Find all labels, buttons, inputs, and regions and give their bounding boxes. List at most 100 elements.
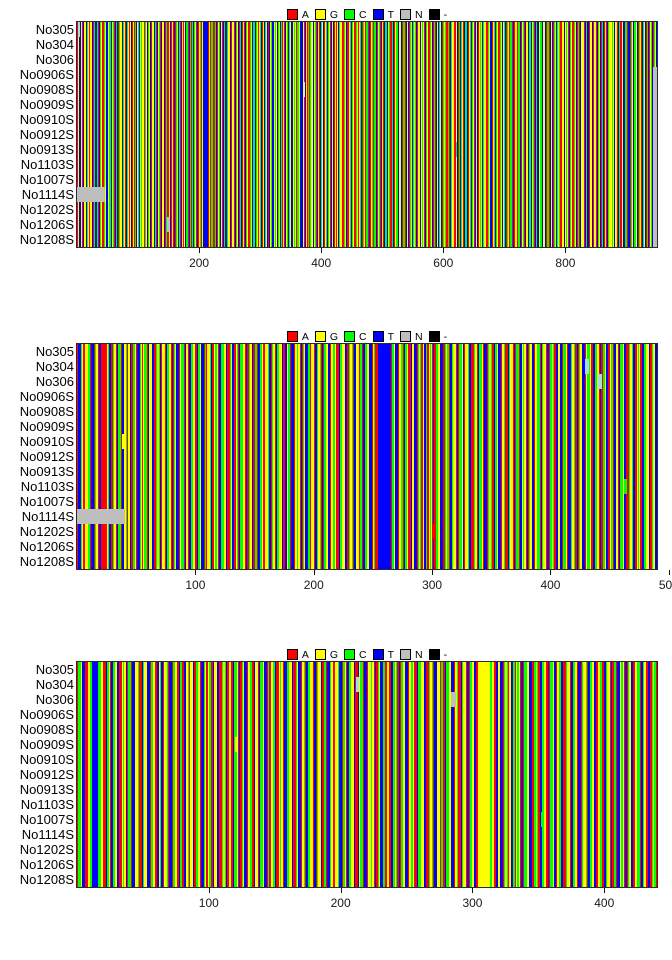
base-stripe — [106, 22, 108, 247]
base-stripe — [651, 22, 653, 247]
base-stripe — [400, 22, 402, 247]
base-stripe — [228, 22, 230, 247]
base-stripe — [417, 344, 420, 569]
base-stripe — [422, 344, 425, 569]
base-stripe — [504, 22, 506, 247]
base-stripe — [198, 344, 201, 569]
base-stripe — [456, 22, 458, 247]
base-stripe — [516, 22, 518, 247]
base-stripe — [129, 662, 132, 887]
base-stripe — [172, 344, 175, 569]
base-stripe — [618, 22, 620, 247]
base-stripe — [438, 662, 440, 887]
base-stripe — [350, 344, 352, 569]
base-stripe — [183, 662, 186, 887]
base-stripe — [472, 344, 474, 569]
base-stripe — [623, 344, 626, 569]
base-stripe — [279, 22, 281, 247]
base-stripe — [601, 22, 603, 247]
base-stripe — [177, 22, 179, 247]
base-stripe — [612, 662, 614, 887]
base-stripe — [505, 344, 508, 569]
base-stripe — [399, 662, 402, 887]
base-stripe — [147, 22, 149, 247]
base-stripe — [620, 22, 622, 247]
base-stripe — [374, 22, 376, 247]
base-stripe — [413, 662, 415, 887]
base-stripe — [456, 344, 459, 569]
base-stripe — [132, 22, 134, 247]
base-stripe — [265, 344, 267, 569]
base-stripe — [176, 22, 178, 247]
base-stripe — [613, 344, 615, 569]
base-stripe — [486, 662, 489, 887]
base-stripe — [197, 22, 199, 247]
base-stripe — [274, 344, 277, 569]
base-stripe — [546, 22, 548, 247]
base-stripe — [352, 22, 354, 247]
base-stripe — [123, 22, 125, 247]
base-stripe — [385, 22, 387, 247]
base-stripe — [580, 662, 583, 887]
base-stripe — [210, 344, 213, 569]
base-stripe — [550, 22, 552, 247]
base-stripe — [87, 22, 89, 247]
base-stripe — [557, 344, 560, 569]
base-stripe — [90, 344, 92, 569]
base-stripe — [185, 344, 188, 569]
base-stripe — [355, 662, 357, 887]
base-stripe — [539, 22, 541, 247]
base-stripe — [103, 344, 105, 569]
base-stripe — [165, 22, 167, 247]
base-stripe — [157, 344, 160, 569]
base-stripe — [245, 344, 247, 569]
base-stripe — [402, 344, 405, 569]
base-stripe — [612, 22, 614, 247]
base-stripe — [575, 22, 577, 247]
base-stripe — [582, 344, 584, 569]
legend-label: C — [359, 648, 367, 661]
legend-label: T — [387, 8, 395, 21]
base-stripe — [79, 662, 82, 887]
base-stripe — [595, 662, 597, 887]
base-stripe — [325, 344, 328, 569]
base-stripe — [268, 22, 270, 247]
base-stripe — [328, 662, 331, 887]
base-stripe — [290, 662, 293, 887]
base-stripe — [360, 22, 362, 247]
legend-swatch-c — [344, 9, 356, 20]
base-stripe — [522, 22, 524, 247]
base-stripe — [591, 344, 594, 569]
base-stripe — [236, 662, 239, 887]
base-stripe — [531, 22, 533, 247]
base-stripe — [91, 22, 93, 247]
base-stripe — [493, 662, 496, 887]
legend-label: N — [415, 330, 423, 343]
base-stripe — [608, 344, 611, 569]
base-stripe — [230, 22, 232, 247]
base-stripe — [117, 22, 119, 247]
base-stripe — [135, 344, 137, 569]
base-stripe — [593, 344, 595, 569]
variant-cell — [541, 812, 545, 827]
base-stripe — [567, 22, 569, 247]
base-stripe — [599, 22, 600, 247]
base-stripe — [525, 22, 527, 247]
base-stripe — [589, 344, 592, 569]
base-stripe — [81, 22, 83, 247]
base-stripe — [193, 344, 195, 569]
base-stripe — [375, 344, 377, 569]
base-stripe — [554, 662, 556, 887]
base-stripe — [630, 344, 633, 569]
base-stripe — [614, 344, 616, 569]
base-stripe — [531, 22, 533, 247]
base-stripe — [461, 662, 464, 887]
base-stripe — [249, 22, 251, 247]
base-stripe — [500, 344, 503, 569]
base-stripe — [356, 344, 358, 569]
base-stripe — [392, 22, 394, 247]
base-stripe — [231, 662, 233, 887]
row-label: No304 — [35, 37, 74, 52]
base-stripe — [86, 22, 88, 247]
base-stripe — [342, 22, 344, 247]
